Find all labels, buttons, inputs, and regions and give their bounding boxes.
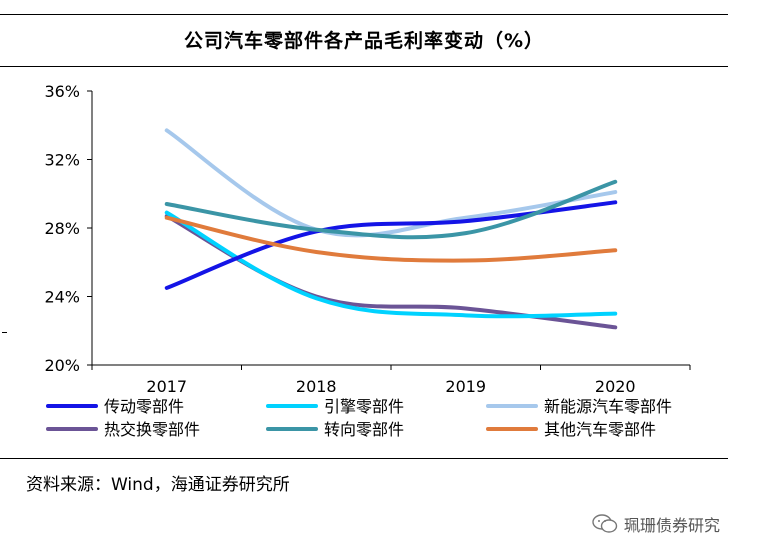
x-tick-label: 2018	[296, 377, 337, 396]
y-tick-label: 24%	[44, 288, 80, 307]
watermark-text: 珮珊债券研究	[624, 516, 721, 535]
line-chart: 20% 24% 28% 32% 36% 2017 2018 2019 2020 传动零部件 引擎零部…	[44, 82, 691, 439]
source-note: 资料来源：Wind，海通证券研究所	[26, 475, 290, 495]
legend-label: 传动零部件	[104, 397, 184, 416]
legend-label: 引擎零部件	[324, 397, 404, 416]
top-rule	[0, 14, 728, 15]
legend-label: 转向零部件	[324, 420, 404, 439]
y-tick-label: 28%	[44, 219, 80, 238]
side-tick-mark	[2, 332, 7, 333]
series-line-6	[164, 215, 618, 263]
x-tick-label: 2017	[146, 377, 187, 396]
x-tick-label: 2019	[445, 377, 486, 396]
legend-label: 其他汽车零部件	[544, 420, 656, 439]
legend-label: 新能源汽车零部件	[544, 397, 672, 416]
series-line-5	[164, 179, 618, 240]
wechat-icon	[592, 514, 618, 533]
legend-label: 热交换零部件	[104, 420, 200, 439]
x-tick-label: 2020	[595, 377, 636, 396]
chart-title: 公司汽车零部件各产品毛利率变动（%）	[183, 30, 545, 52]
source-rule	[0, 458, 728, 459]
y-tick-label: 20%	[44, 356, 80, 375]
series-line-3	[164, 128, 618, 238]
y-tick-label: 32%	[44, 151, 80, 170]
watermark: 珮珊债券研究	[592, 512, 720, 536]
title-rule	[0, 66, 728, 67]
series-line-2	[164, 210, 618, 319]
series-line-1	[164, 200, 618, 290]
y-tick-label: 36%	[44, 82, 80, 101]
